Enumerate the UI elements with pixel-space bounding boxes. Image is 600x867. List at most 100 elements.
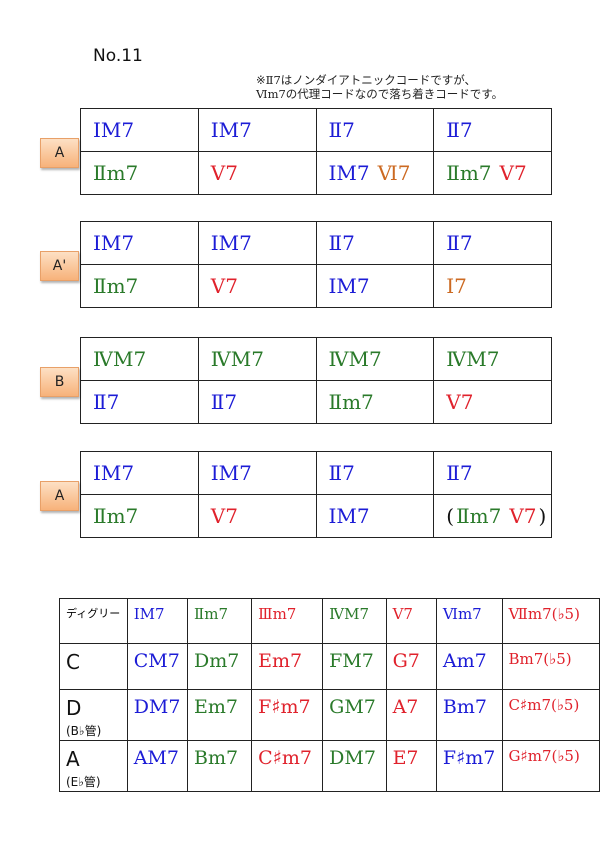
chord: Ⅵ7 xyxy=(377,161,411,185)
degree-header: Ⅴ7 xyxy=(385,598,437,644)
grid-row: Ⅱm7 Ⅴ7 ⅠM7(Ⅱm7 Ⅴ7) xyxy=(80,494,552,538)
chord: ⅠM7 xyxy=(210,231,252,255)
header-row: ディグリー ⅠM7 Ⅱm7 Ⅲm7 ⅣM7 Ⅴ7 Ⅵm7 Ⅶm7(♭5) xyxy=(59,598,600,644)
chord: ⅠM7 xyxy=(93,461,135,485)
measure-cell: Ⅱm7 xyxy=(315,380,435,424)
key-label: C xyxy=(59,643,128,690)
chord: ( xyxy=(446,504,455,528)
measure-cell: Ⅱ7 xyxy=(433,451,552,495)
measure-cell: Ⅱ7 xyxy=(197,380,317,424)
chord: Ⅴ7 xyxy=(446,390,474,414)
chord-cell: Bm7 xyxy=(435,689,503,741)
section-grid: ⅠM7 ⅠM7 Ⅱ7 Ⅱ7 Ⅱm7 Ⅴ7 ⅠM7 Ⅵ7 Ⅱm7 Ⅴ7 xyxy=(80,108,552,195)
note-line: ※Ⅱ7はノンダイアトニックコードですが、 xyxy=(256,73,477,87)
note: ※Ⅱ7はノンダイアトニックコードですが、 Ⅵm7の代理コードなので落ち着きコード… xyxy=(256,73,503,101)
chord-cell: A7 xyxy=(385,689,437,741)
chord: ⅣM7 xyxy=(93,347,147,371)
measure-cell: Ⅱ7 xyxy=(433,108,552,152)
chord: Ⅱm7 xyxy=(446,161,492,185)
chord: Ⅱ7 xyxy=(446,118,473,142)
measure-cell: Ⅱ7 xyxy=(315,451,435,495)
measure-cell: Ⅴ7 xyxy=(197,494,317,538)
chord-cell: GM7 xyxy=(322,689,387,741)
measure-cell: ⅣM7 xyxy=(315,337,435,381)
grid-row: Ⅱ7 Ⅱ7 Ⅱm7 Ⅴ7 xyxy=(80,380,552,424)
measure-cell: (Ⅱm7 Ⅴ7) xyxy=(433,494,552,538)
degree-header: ⅣM7 xyxy=(322,598,387,644)
chord: Ⅴ7 xyxy=(210,504,238,528)
measure-cell: ⅠM7 xyxy=(315,264,435,308)
grid-row: Ⅱm7 Ⅴ7 ⅠM7 Ⅰ7 xyxy=(80,264,552,308)
key-row: D (B♭管) DM7 Em7 F♯m7 GM7 A7 Bm7 C♯m7(♭5) xyxy=(59,689,600,741)
key-row: A (E♭管) AM7 Bm7 C♯m7 DM7 E7 F♯m7 G♯m7(♭5) xyxy=(59,740,600,792)
measure-cell: Ⅱm7 xyxy=(80,264,199,308)
chord: ⅠM7 xyxy=(210,118,252,142)
measure-cell: Ⅱm7 Ⅴ7 xyxy=(433,151,552,195)
chord-cell: Em7 xyxy=(251,643,324,690)
chord: ⅠM7 xyxy=(93,118,135,142)
measure-cell: Ⅱ7 xyxy=(315,108,435,152)
chord: Ⅱ7 xyxy=(93,390,120,414)
chord: ⅠM7 xyxy=(328,274,370,298)
section-label: A' xyxy=(40,251,79,281)
chord: Ⅱm7 xyxy=(93,274,139,298)
measure-cell: ⅣM7 xyxy=(80,337,199,381)
chord: ⅠM7 xyxy=(210,461,252,485)
measure-cell: ⅠM7 xyxy=(80,451,199,495)
chord-cell: Bm7 xyxy=(187,740,253,792)
chord-cell: DM7 xyxy=(322,740,387,792)
measure-cell: ⅠM7 Ⅵ7 xyxy=(315,151,435,195)
section-grid: ⅠM7 ⅠM7 Ⅱ7 Ⅱ7 Ⅱm7 Ⅴ7 ⅠM7(Ⅱm7 Ⅴ7) xyxy=(80,451,552,538)
chord: ⅠM7 xyxy=(93,231,135,255)
measure-cell: Ⅱm7 xyxy=(80,494,199,538)
chord: Ⅱ7 xyxy=(328,118,355,142)
degree-header: Ⅵm7 xyxy=(435,598,503,644)
degree-header: Ⅲm7 xyxy=(251,598,324,644)
chord-cell: Em7 xyxy=(187,689,253,741)
measure-cell: Ⅴ7 xyxy=(197,151,317,195)
measure-cell: Ⅱ7 xyxy=(80,380,199,424)
chord: Ⅱ7 xyxy=(446,231,473,255)
degree-table: ディグリー ⅠM7 Ⅱm7 Ⅲm7 ⅣM7 Ⅴ7 Ⅵm7 Ⅶm7(♭5) C CM7 Dm7 Em7 F… xyxy=(59,598,600,792)
chord-cell: CM7 xyxy=(126,643,189,690)
chord-cell: E7 xyxy=(385,740,437,792)
chord: ⅣM7 xyxy=(210,347,264,371)
chord: Ⅱ7 xyxy=(328,231,355,255)
chord: Ⅰ7 xyxy=(446,274,467,298)
key-name: A xyxy=(66,747,80,771)
key-name: C xyxy=(66,650,80,674)
chord: Ⅴ7 xyxy=(210,274,238,298)
chord: Ⅱm7 xyxy=(93,161,139,185)
key-instrument: (E♭管) xyxy=(66,775,101,789)
section-grid: ⅠM7 ⅠM7 Ⅱ7 Ⅱ7 Ⅱm7 Ⅴ7 ⅠM7 Ⅰ7 xyxy=(80,221,552,308)
measure-cell: ⅠM7 xyxy=(315,494,435,538)
chord: ⅣM7 xyxy=(328,347,382,371)
section-label: B xyxy=(40,367,79,397)
chord-cell: F♯m7 xyxy=(251,689,324,741)
measure-cell: ⅠM7 xyxy=(197,451,317,495)
header-label: ディグリー xyxy=(59,598,128,644)
page-title: No.11 xyxy=(93,46,143,66)
chord-cell: AM7 xyxy=(126,740,189,792)
chord: Ⅱm7 xyxy=(456,504,502,528)
measure-cell: ⅠM7 xyxy=(197,108,317,152)
chord: ) xyxy=(538,504,547,528)
key-label: D (B♭管) xyxy=(59,689,128,741)
chord: Ⅴ7 xyxy=(509,504,537,528)
chord-cell: C♯m7 xyxy=(251,740,324,792)
key-label: A (E♭管) xyxy=(59,740,128,792)
chord: Ⅱm7 xyxy=(328,390,374,414)
measure-cell: ⅣM7 xyxy=(433,337,552,381)
chord-cell: C♯m7(♭5) xyxy=(501,689,600,741)
measure-cell: Ⅰ7 xyxy=(433,264,552,308)
chord: ⅠM7 xyxy=(328,504,370,528)
chord: Ⅱm7 xyxy=(93,504,139,528)
grid-row: ⅠM7 ⅠM7 Ⅱ7 Ⅱ7 xyxy=(80,108,552,152)
key-name: D xyxy=(66,696,82,720)
key-row: C CM7 Dm7 Em7 FM7 G7 Am7 Bm7(♭5) xyxy=(59,643,600,690)
measure-cell: ⅣM7 xyxy=(197,337,317,381)
section-label: A xyxy=(40,481,79,511)
chord-cell: G7 xyxy=(385,643,437,690)
measure-cell: Ⅱm7 xyxy=(80,151,199,195)
